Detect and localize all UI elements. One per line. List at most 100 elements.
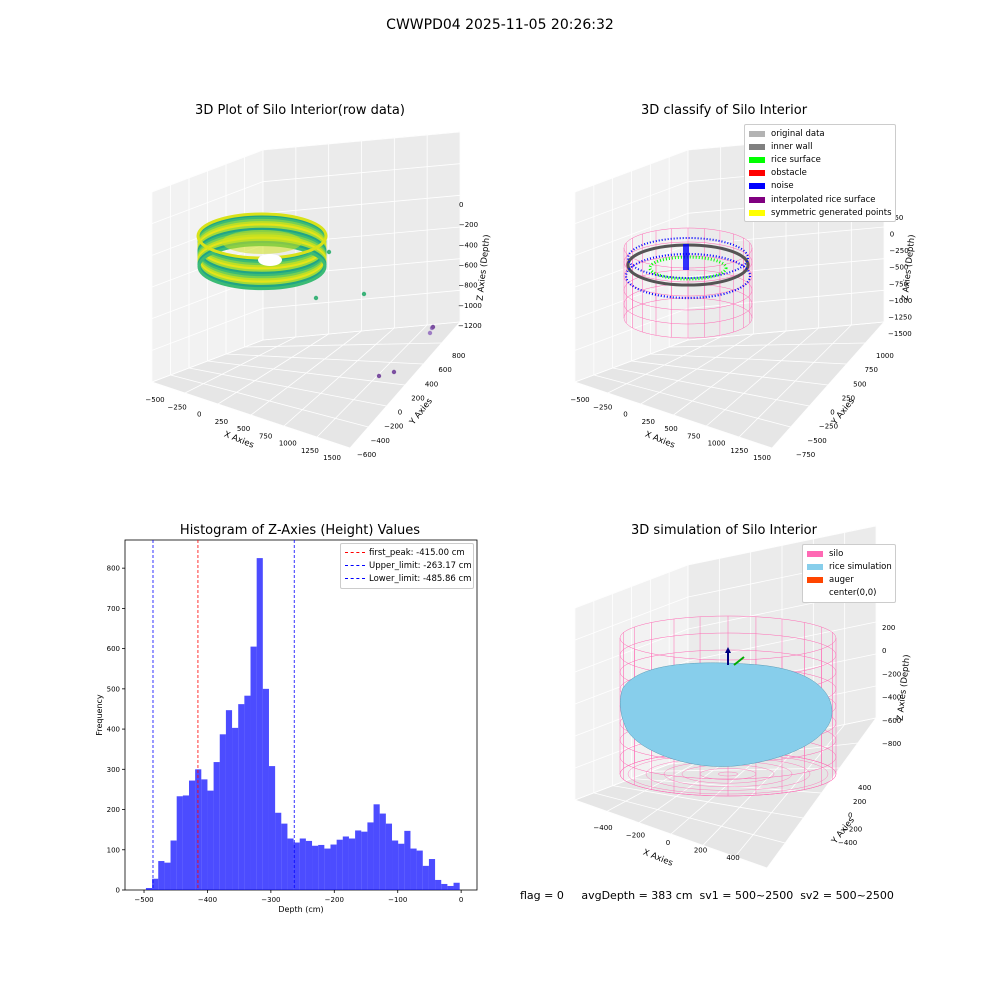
histogram-legend-item: Upper_limit: -263.17 cm	[345, 559, 472, 572]
histogram-ytick-label: 0	[116, 887, 120, 895]
sim-rice-surface	[619, 662, 833, 767]
histogram-bar	[225, 710, 233, 890]
classify-ytick-label: −500	[807, 437, 826, 445]
histogram-bar	[182, 795, 189, 890]
classify-ztick-label: 250	[890, 214, 903, 222]
histogram-bar	[250, 646, 257, 890]
classify-xtick-label: −500	[570, 396, 589, 404]
histogram-bar	[268, 766, 276, 890]
histogram-bar	[195, 769, 202, 890]
raw-grid-line	[349, 321, 461, 449]
histogram-bar	[404, 830, 411, 890]
classify-ytick-label: 0	[830, 409, 834, 417]
sim-grid-line	[766, 717, 877, 869]
histogram-bar	[213, 762, 220, 890]
classify-ztick-label: −500	[889, 264, 908, 272]
sim-ytick-label: −200	[843, 825, 862, 833]
raw-ytick-label: −400	[371, 437, 390, 445]
classify-ztick-label: −1250	[888, 313, 912, 321]
histogram-bar	[145, 887, 153, 890]
raw-ztick-label: −1000	[458, 302, 482, 310]
raw-zlabel: Z Axies (Depth)	[476, 234, 493, 301]
classify-legend-swatch	[749, 170, 765, 177]
sim-floor-ring	[699, 768, 757, 780]
raw-xtick-label: 250	[215, 418, 228, 426]
classify-noise-column	[683, 244, 689, 270]
raw-ztick-label: −600	[459, 262, 478, 270]
classify-legend-swatch	[749, 196, 765, 203]
classify-xtick-label: 250	[642, 418, 655, 426]
raw-ytick-label: 0	[398, 409, 402, 417]
raw-grid-line	[151, 149, 264, 193]
histogram-bar	[453, 882, 460, 890]
histogram-ytick-label: 700	[107, 605, 120, 613]
classify-legend-label: symmetric generated points	[771, 207, 892, 218]
sim-ztick-label: 200	[882, 624, 895, 632]
sim-legend-item: rice simulation	[807, 560, 892, 573]
histogram-bar	[435, 879, 442, 890]
classify-legend-swatch	[749, 130, 765, 137]
sim-floor-ring	[717, 771, 739, 777]
histogram-bar	[275, 812, 282, 890]
sim-xtick-label: 400	[726, 854, 739, 862]
classify-legend-swatch	[749, 156, 765, 163]
histogram-bar	[281, 823, 288, 890]
histogram-bar	[287, 838, 294, 890]
classify-legend-label: obstacle	[771, 168, 807, 179]
histogram-legend-swatch	[345, 578, 365, 580]
histogram-xtick-label: −100	[388, 896, 407, 904]
sim-xlabel: X Axies	[641, 848, 674, 869]
histogram-xtick-label: −400	[198, 896, 217, 904]
classify-grid-line	[771, 321, 885, 449]
figure-suptitle: CWWPD04 2025-11-05 20:26:32	[386, 17, 614, 33]
histogram-title: Histogram of Z-Axies (Height) Values	[179, 523, 421, 538]
sim-ytick-label: −400	[838, 839, 857, 847]
classify-legend-item: inner wall	[749, 140, 891, 153]
sim-xtick-label: −400	[593, 824, 612, 832]
raw-xtick-label: 750	[259, 432, 272, 440]
sim-ztick-label: −200	[882, 670, 901, 678]
raw-outlier-point	[326, 249, 332, 255]
sim-legend-item: auger	[807, 573, 891, 586]
histogram-bar	[416, 850, 423, 890]
histogram-bar	[447, 885, 454, 890]
histogram-bar	[312, 845, 319, 890]
sim-grid-line	[687, 525, 877, 566]
raw-grid-line	[244, 342, 442, 348]
raw-ytick-label: −200	[384, 423, 403, 431]
histogram-bar	[361, 831, 368, 890]
sim-ytick-label: 200	[853, 798, 866, 806]
histogram-bar	[324, 848, 331, 890]
raw-outlier-point	[313, 295, 319, 301]
classify-legend-label: interpolated rice surface	[771, 194, 876, 205]
histogram-bar	[170, 840, 177, 890]
histogram-bar	[244, 695, 251, 890]
simulation-panel-title: 3D simulation of Silo Interior	[631, 523, 817, 538]
raw-data-3d-panel: −500 −250 0 250 500 750 1000 1250 1500 −600 −400 −2…	[145, 131, 493, 462]
classify-ytick-label: −250	[819, 423, 838, 431]
histogram-xtick-label: −200	[325, 896, 344, 904]
classify-ytick-label: 1000	[876, 352, 894, 360]
sim-legend-label: auger	[829, 574, 854, 585]
histogram-xtick-label: −500	[134, 896, 153, 904]
sim-ztick-label: −400	[882, 694, 901, 702]
histogram-bar	[219, 734, 226, 890]
raw-grid-line	[262, 321, 461, 341]
classify-noise-ring	[624, 252, 752, 300]
classify-xtick-label: 1500	[753, 454, 771, 462]
histogram-ytick-label: 600	[107, 645, 120, 653]
raw-xtick-label: 1000	[279, 440, 297, 448]
classify-legend-item: obstacle	[749, 167, 891, 180]
raw-ztick-label: −400	[459, 241, 478, 249]
classify-legend-swatch	[749, 143, 765, 150]
sim-legend-item: silo	[807, 547, 891, 560]
histogram-bar	[367, 822, 374, 890]
histogram-bar	[232, 727, 239, 890]
histogram-bar	[336, 839, 343, 890]
classify-legend-label: original data	[771, 128, 825, 139]
histogram-ylabel: Frequency	[95, 694, 104, 736]
classify-3d-panel: −500 −250 0 250 500 750 1000 1250 1500 −750 −500 −2…	[570, 131, 917, 462]
sim-xtick-label: 200	[694, 847, 707, 855]
sim-ztick-label: 0	[882, 647, 886, 655]
histogram-panel: −500 −400 −300 −200 −100 0 0 100 200 300 400 500 600…	[95, 539, 478, 914]
